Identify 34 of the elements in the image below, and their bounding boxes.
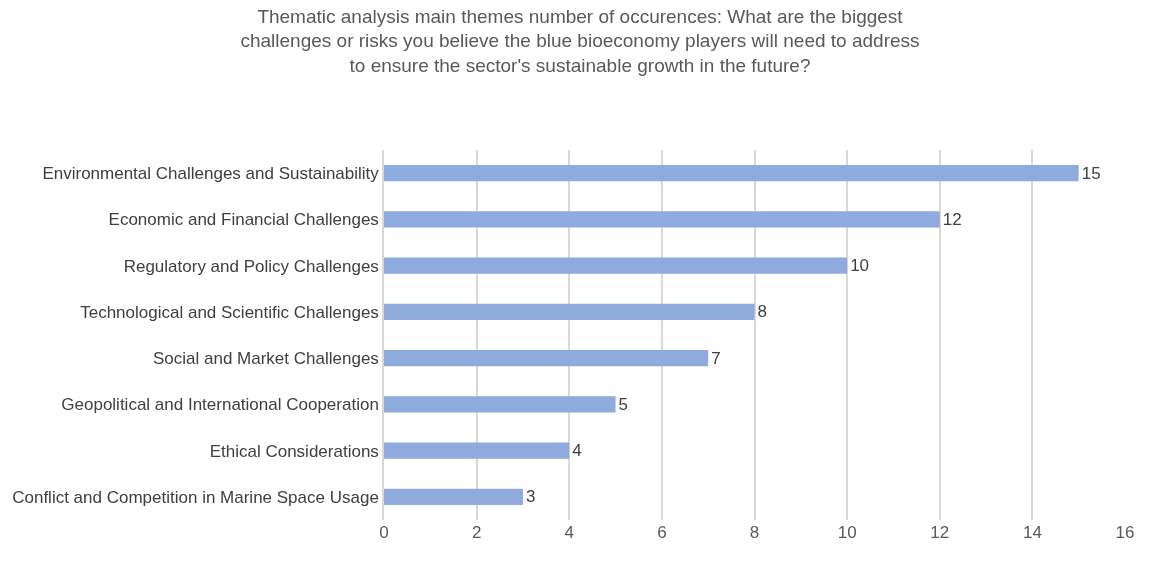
bar: [384, 488, 523, 505]
data-label: 12: [942, 209, 962, 229]
x-tick-label: 16: [1115, 523, 1135, 542]
y-tick-label: Regulatory and Policy Challenges: [123, 256, 379, 276]
y-tick-label: Environmental Challenges and Sustainability: [42, 164, 380, 184]
x-tick-label: 14: [1022, 523, 1042, 542]
data-label: 4: [572, 441, 582, 461]
data-label: 7: [711, 348, 721, 368]
bar: [384, 165, 1079, 182]
bar: [384, 303, 755, 320]
y-tick-label: Geopolitical and International Cooperation: [61, 395, 379, 415]
bar: [384, 257, 848, 274]
bar: [384, 396, 616, 413]
y-tick-label: Technological and Scientific Challenges: [80, 302, 379, 322]
data-label: 8: [757, 302, 767, 322]
x-tick-label: 2: [471, 523, 482, 542]
y-tick-label: Social and Market Challenges: [152, 349, 379, 369]
x-tick-label: 10: [837, 523, 857, 542]
y-tick-label: Economic and Financial Challenges: [108, 210, 379, 230]
x-tick-label: 8: [749, 523, 760, 542]
data-label: 3: [525, 487, 536, 507]
x-tick-label: 4: [564, 523, 574, 542]
x-tick-label: 0: [379, 523, 389, 542]
data-label: 5: [618, 394, 629, 414]
data-label: 15: [1081, 163, 1101, 183]
y-tick-label: Conflict and Competition in Marine Space Usage: [12, 487, 379, 507]
bar: [384, 211, 940, 228]
x-tick-label: 6: [657, 523, 667, 542]
x-tick-label: 12: [930, 523, 950, 542]
y-tick-label: Ethical Considerations: [209, 441, 379, 461]
data-label: 10: [850, 256, 870, 276]
chart-title: Thematic analysis main themes number of occurences: What are the biggest challenges or risks you believe the blue bioeconomy players will need to address to ensure the sector's sustainable growth in the future?: [240, 5, 920, 76]
bar: [384, 442, 570, 459]
bar: [384, 350, 709, 367]
